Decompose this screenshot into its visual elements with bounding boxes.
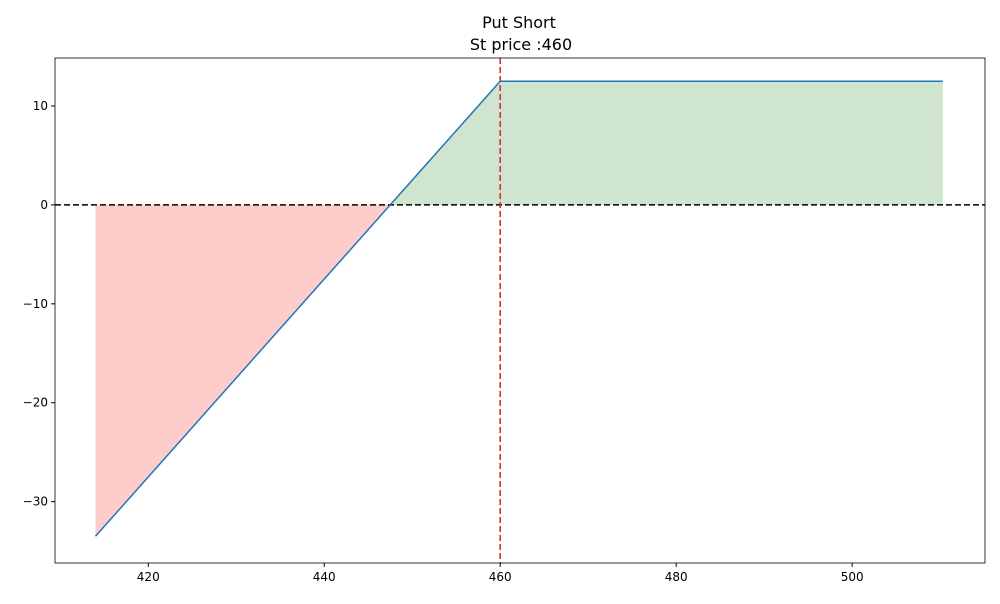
y-tick-label: −30 — [23, 495, 48, 509]
x-tick-label: 420 — [137, 570, 160, 584]
y-tick-label: 10 — [33, 99, 48, 113]
x-tick-label: 440 — [313, 570, 336, 584]
x-tick-label: 500 — [841, 570, 864, 584]
y-tick-label: −20 — [23, 396, 48, 410]
x-tick-label: 480 — [665, 570, 688, 584]
plot-frame — [54, 57, 986, 564]
loss-area — [95, 204, 391, 537]
y-tick-label: −10 — [23, 297, 48, 311]
chart-subtitle: St price :460 — [470, 35, 572, 54]
chart-title: Put Short — [482, 13, 556, 32]
profit-area — [390, 81, 943, 205]
x-tick-label: 460 — [489, 570, 512, 584]
y-tick-label: 0 — [40, 198, 48, 212]
